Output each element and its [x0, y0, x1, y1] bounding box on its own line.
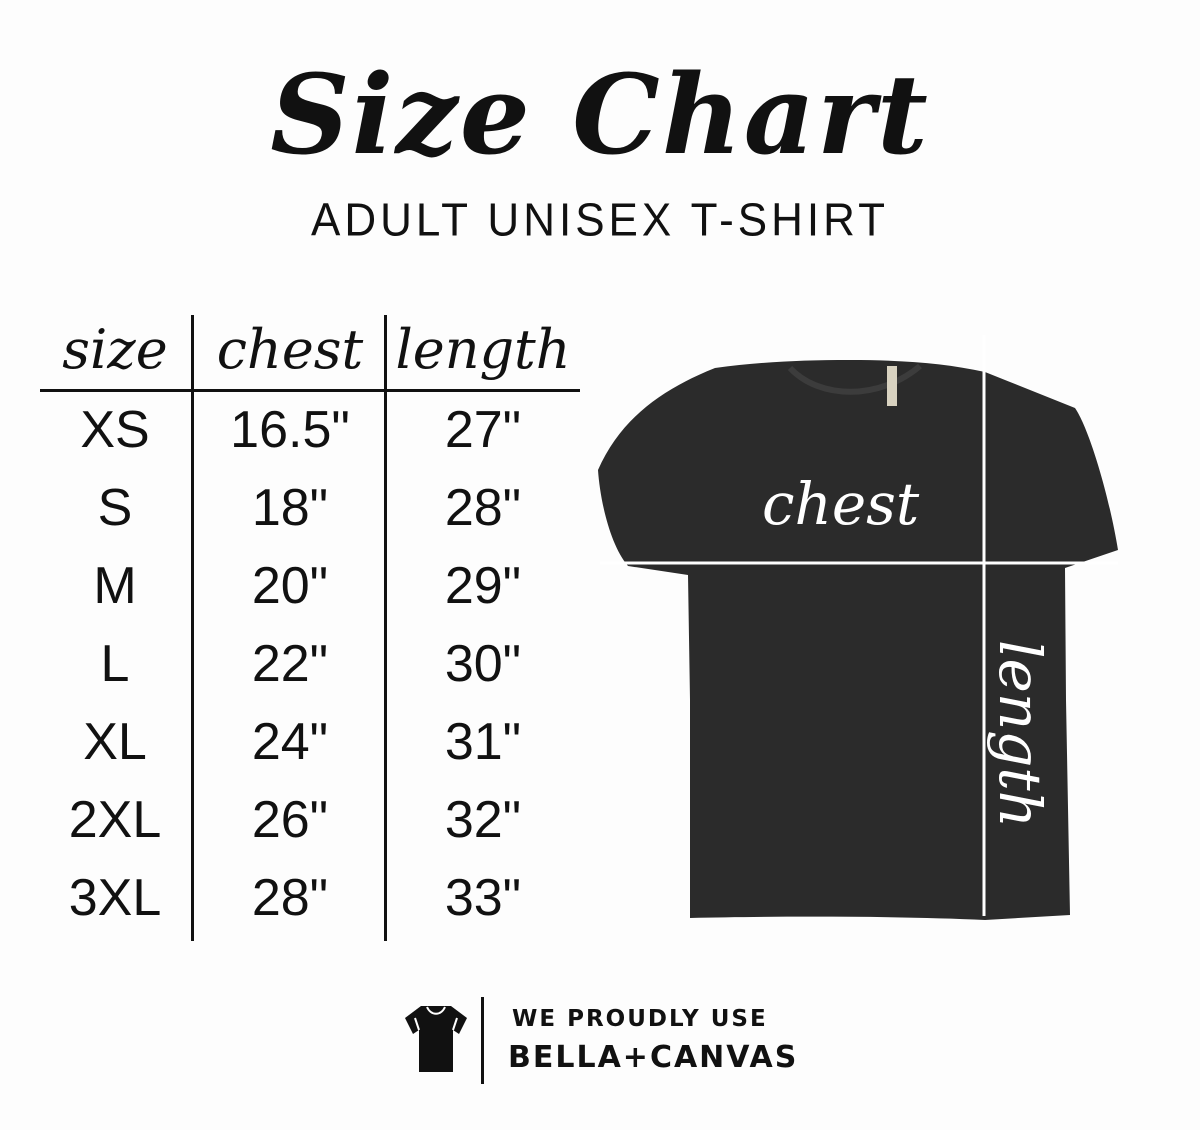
column-divider: [384, 315, 387, 941]
cell-chest: 20": [251, 557, 329, 615]
cell-chest: 24": [251, 713, 329, 771]
page-title: Size Chart: [270, 50, 930, 179]
length-label: length: [986, 639, 1054, 829]
tag: [887, 366, 897, 406]
header-size: size: [62, 318, 168, 381]
cell-size: 3XL: [68, 869, 162, 927]
cell-length: 32": [444, 791, 522, 849]
cell-size: 2XL: [68, 791, 162, 849]
cell-length: 31": [444, 713, 522, 771]
header-divider: [40, 389, 580, 392]
column-divider: [191, 315, 194, 941]
cell-chest: 18": [251, 479, 329, 537]
subtitle: ADULT UNISEX T-SHIRT: [311, 194, 889, 247]
cell-size: S: [97, 479, 133, 537]
cell-chest: 28": [251, 869, 329, 927]
header-length: length: [395, 318, 571, 381]
footer-line1: WE PROUDLY USE: [512, 1006, 768, 1032]
chest-label: chest: [762, 470, 920, 538]
cell-chest: 26": [251, 791, 329, 849]
cell-size: XL: [83, 713, 147, 771]
cell-chest: 22": [251, 635, 329, 693]
cell-size: XS: [80, 401, 150, 459]
cell-size: L: [100, 635, 130, 693]
cell-length: 30": [444, 635, 522, 693]
logo-divider: [481, 997, 484, 1084]
cell-length: 33": [444, 869, 522, 927]
cell-chest: 16.5": [230, 401, 350, 459]
cell-size: M: [93, 557, 137, 615]
cell-length: 27": [444, 401, 522, 459]
cell-length: 28": [444, 479, 522, 537]
collar: [787, 363, 922, 395]
tshirt-icon: [405, 1006, 467, 1072]
tshirt-shape: [598, 360, 1118, 920]
footer-line2: BELLA+CANVAS: [508, 1040, 799, 1075]
header-chest: chest: [216, 318, 364, 381]
cell-length: 29": [444, 557, 522, 615]
